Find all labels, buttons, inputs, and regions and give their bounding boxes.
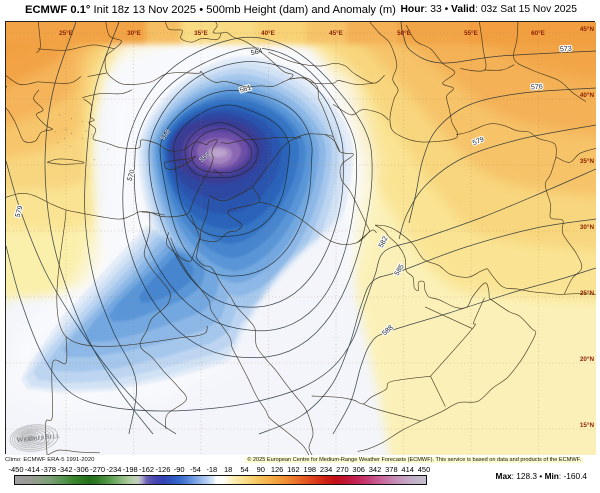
svg-text:30°N: 30°N: [580, 223, 595, 231]
svg-text:573: 573: [560, 46, 572, 54]
svg-text:40°E: 40°E: [261, 29, 275, 37]
svg-text:25°E: 25°E: [59, 29, 73, 37]
svg-text:35°E: 35°E: [194, 29, 208, 37]
svg-text:ANALYTICS: ANALYTICS: [37, 441, 51, 445]
svg-text:40°N: 40°N: [580, 91, 595, 99]
svg-text:15°N: 15°N: [580, 421, 595, 429]
svg-text:60°E: 60°E: [531, 29, 545, 37]
svg-text:20°N: 20°N: [580, 355, 595, 363]
svg-text:35°N: 35°N: [580, 157, 595, 165]
svg-text:50°E: 50°E: [397, 29, 411, 37]
svg-text:564: 564: [250, 48, 263, 57]
svg-text:30°E: 30°E: [127, 29, 141, 37]
svg-text:45°N: 45°N: [580, 25, 595, 33]
svg-text:45°E: 45°E: [329, 29, 343, 37]
svg-text:576: 576: [531, 84, 543, 92]
svg-text:25°N: 25°N: [580, 289, 595, 297]
svg-text:55°E: 55°E: [464, 29, 478, 37]
